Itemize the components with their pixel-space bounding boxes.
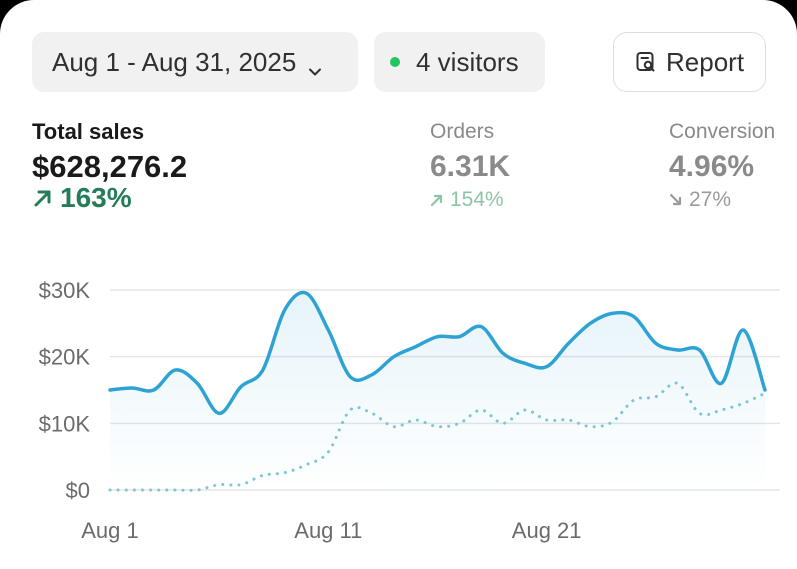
conversion-value: 4.96%	[669, 150, 755, 183]
series-area	[110, 292, 765, 490]
y-tick-label: $20K	[39, 345, 91, 370]
report-label: Report	[666, 46, 745, 77]
x-tick-label: Aug 11	[294, 518, 362, 543]
conversion-label: Conversion	[669, 120, 776, 143]
sales-line-chart: $30K $20K $10K $0 Aug 1 Aug 11 Aug 21	[39, 278, 780, 543]
x-tick-label: Aug 1	[81, 518, 139, 543]
series-line-current	[108, 290, 767, 416]
y-tick-label: $0	[66, 478, 90, 503]
total-sales-label: Total sales	[32, 119, 145, 144]
live-dot-icon	[390, 57, 400, 67]
orders-label: Orders	[430, 120, 495, 143]
date-range-picker[interactable]: Aug 1 - Aug 31, 2025	[32, 32, 358, 92]
date-range-label: Aug 1 - Aug 31, 2025	[52, 46, 297, 77]
series-line-comparison	[108, 381, 767, 492]
orders-value: 6.31K	[430, 150, 511, 183]
arrow-down-right-icon	[669, 193, 682, 206]
report-button[interactable]: Report	[613, 32, 766, 92]
orders-delta-value: 154%	[450, 188, 504, 211]
orders-delta: 154%	[430, 188, 510, 212]
metric-total-sales[interactable]: Total sales $628,276.2 163%	[32, 119, 188, 213]
chevron-down-icon	[308, 55, 322, 76]
conversion-delta-value: 27%	[689, 188, 732, 211]
arrow-up-right-icon	[430, 194, 443, 207]
y-tick-label: $10K	[39, 411, 91, 436]
total-sales-delta: 163%	[32, 182, 187, 213]
live-visitors-badge[interactable]: 4 visitors	[374, 32, 545, 92]
report-search-icon	[636, 52, 655, 72]
metric-orders[interactable]: Orders 6.31K 154%	[430, 120, 510, 212]
x-tick-label: Aug 21	[512, 518, 582, 543]
total-sales-delta-value: 163%	[60, 182, 132, 213]
conversion-delta: 27%	[669, 188, 775, 212]
y-tick-label: $30K	[39, 278, 91, 303]
total-sales-value: $628,276.2	[32, 149, 188, 184]
visitors-count: 4 visitors	[416, 46, 519, 77]
metric-conversion[interactable]: Conversion 4.96% 27%	[669, 120, 775, 212]
arrow-up-right-icon	[34, 190, 51, 207]
